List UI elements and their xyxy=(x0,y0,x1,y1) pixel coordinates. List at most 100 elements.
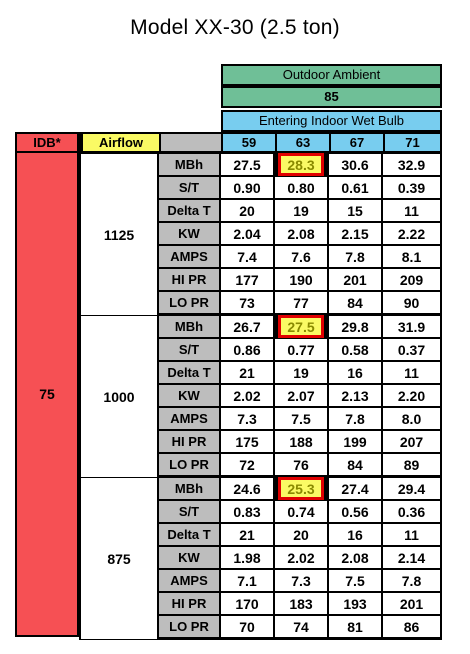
value-cell: 11 xyxy=(383,524,440,545)
value-cell: 24.6 xyxy=(221,478,273,499)
value-cell: 2.02 xyxy=(221,385,273,406)
value-cell: 190 xyxy=(275,269,327,290)
value-cell: 2.13 xyxy=(329,385,381,406)
value-cell: 7.3 xyxy=(221,408,273,429)
airflow-header: Airflow xyxy=(83,134,159,151)
row-label: AMPS xyxy=(159,408,219,429)
value-cell: 193 xyxy=(329,593,381,614)
value-cell: 0.39 xyxy=(383,177,440,198)
value-cell: 0.80 xyxy=(275,177,327,198)
value-cell: 7.8 xyxy=(329,408,381,429)
value-cell: 70 xyxy=(221,616,273,637)
value-cell: 8.1 xyxy=(383,246,440,267)
highlighted-value-cell: 27.5 xyxy=(278,315,324,338)
value-cell: 0.77 xyxy=(275,339,327,360)
value-cell: 15 xyxy=(329,200,381,221)
value-cell: 26.7 xyxy=(221,316,273,337)
airflow-value: 875 xyxy=(81,478,157,639)
row-label: S/T xyxy=(159,177,219,198)
row-label: Delta T xyxy=(159,200,219,221)
row-label: KW xyxy=(159,385,219,406)
outdoor-ambient-label: Outdoor Ambient xyxy=(221,64,442,86)
value-cell: 73 xyxy=(221,292,273,313)
value-cell: 7.6 xyxy=(275,246,327,267)
value-cell: 72 xyxy=(221,454,273,475)
row-label: LO PR xyxy=(159,616,219,637)
wet-bulb-label: Entering Indoor Wet Bulb xyxy=(221,110,442,132)
value-cell: 84 xyxy=(329,454,381,475)
value-cell: 199 xyxy=(329,431,381,452)
row-label: AMPS xyxy=(159,570,219,591)
wet-bulb-67: 67 xyxy=(331,134,383,151)
value-cell: 7.1 xyxy=(221,570,273,591)
row-label: KW xyxy=(159,547,219,568)
value-cell: 0.83 xyxy=(221,501,273,522)
value-cell: 30.6 xyxy=(329,154,381,175)
value-cell: 2.07 xyxy=(275,385,327,406)
page-title: Model XX-30 (2.5 ton) xyxy=(130,16,340,39)
value-cell: 32.9 xyxy=(383,154,440,175)
row-label: Delta T xyxy=(159,524,219,545)
value-cell: 16 xyxy=(329,362,381,383)
value-cell: 0.56 xyxy=(329,501,381,522)
airflow-value: 1000 xyxy=(81,316,157,477)
value-cell: 29.8 xyxy=(329,316,381,337)
value-cell: 90 xyxy=(383,292,440,313)
value-cell: 31.9 xyxy=(383,316,440,337)
value-cell: 7.5 xyxy=(275,408,327,429)
value-cell: 7.3 xyxy=(275,570,327,591)
row-label: MBh xyxy=(159,478,219,499)
value-cell: 201 xyxy=(329,269,381,290)
value-cell: 29.4 xyxy=(383,478,440,499)
column-header-row: IDB* Airflow 59 63 67 71 xyxy=(15,132,442,153)
wet-bulb-71: 71 xyxy=(385,134,440,151)
value-cell: 2.04 xyxy=(221,223,273,244)
row-label: MBh xyxy=(159,154,219,175)
value-cell: 27.5 xyxy=(221,154,273,175)
value-cell: 2.08 xyxy=(275,223,327,244)
value-cell: 7.4 xyxy=(221,246,273,267)
label-header-blank xyxy=(161,134,221,151)
value-cell: 84 xyxy=(329,292,381,313)
value-cell: 19 xyxy=(275,362,327,383)
row-label: S/T xyxy=(159,501,219,522)
value-cell: 2.14 xyxy=(383,547,440,568)
value-cell: 2.20 xyxy=(383,385,440,406)
value-cell: 77 xyxy=(275,292,327,313)
value-cell: 8.0 xyxy=(383,408,440,429)
value-cell: 201 xyxy=(383,593,440,614)
value-cell: 74 xyxy=(275,616,327,637)
highlighted-value-cell: 25.3 xyxy=(278,477,324,500)
value-cell: 21 xyxy=(221,524,273,545)
idb-value: 75 xyxy=(17,153,77,635)
row-label: MBh xyxy=(159,316,219,337)
value-cell: 207 xyxy=(383,431,440,452)
row-label: HI PR xyxy=(159,269,219,290)
value-cell: 2.08 xyxy=(329,547,381,568)
value-cell: 0.90 xyxy=(221,177,273,198)
highlighted-value-cell: 28.3 xyxy=(278,153,324,176)
value-cell: 177 xyxy=(221,269,273,290)
value-cell: 0.37 xyxy=(383,339,440,360)
value-cell: 7.8 xyxy=(329,246,381,267)
value-cell: 2.22 xyxy=(383,223,440,244)
value-cell: 86 xyxy=(383,616,440,637)
value-cell: 0.36 xyxy=(383,501,440,522)
value-cell: 27.4 xyxy=(329,478,381,499)
value-cell: 11 xyxy=(383,362,440,383)
row-label: AMPS xyxy=(159,246,219,267)
value-cell: 0.58 xyxy=(329,339,381,360)
row-label: S/T xyxy=(159,339,219,360)
idb-header: IDB* xyxy=(17,134,77,151)
value-cell: 81 xyxy=(329,616,381,637)
value-cell: 2.15 xyxy=(329,223,381,244)
value-cell: 2.02 xyxy=(275,547,327,568)
value-cell: 19 xyxy=(275,200,327,221)
value-cell: 183 xyxy=(275,593,327,614)
row-label: LO PR xyxy=(159,292,219,313)
value-cell: 16 xyxy=(329,524,381,545)
value-cell: 188 xyxy=(275,431,327,452)
value-cell: 21 xyxy=(221,362,273,383)
value-cell: 11 xyxy=(383,200,440,221)
row-label: Delta T xyxy=(159,362,219,383)
